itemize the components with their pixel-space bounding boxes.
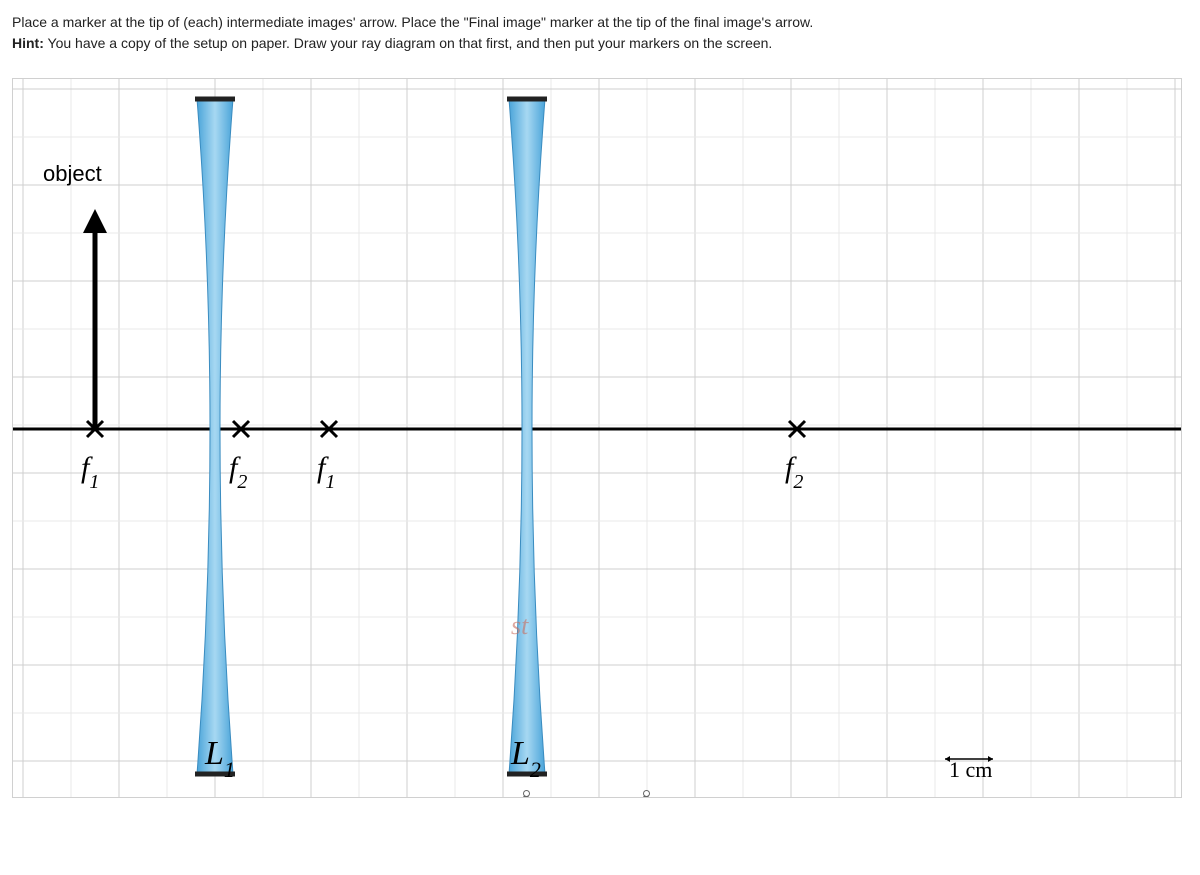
question-instructions: Place a marker at the tip of (each) inte… [12, 12, 1188, 54]
svg-text:f1: f1 [81, 451, 99, 493]
diagram-canvas[interactable]: L1L2f1f2f1f2objectst1 cm Intermediate im… [12, 78, 1182, 798]
instruction-line-1: Place a marker at the tip of (each) inte… [12, 14, 813, 30]
svg-text:st: st [511, 611, 529, 640]
drag-handle-icon [522, 790, 530, 798]
svg-text:1 cm: 1 cm [949, 757, 992, 782]
svg-text:f2: f2 [229, 451, 247, 493]
svg-text:f2: f2 [785, 451, 803, 493]
svg-text:f1: f1 [317, 451, 335, 493]
hint-text: You have a copy of the setup on paper. D… [44, 35, 772, 51]
hint-label: Hint: [12, 35, 44, 51]
optics-diagram-svg: L1L2f1f2f1f2objectst1 cm [13, 79, 1182, 798]
drag-handle-icon [642, 790, 650, 798]
svg-text:object: object [43, 161, 102, 186]
